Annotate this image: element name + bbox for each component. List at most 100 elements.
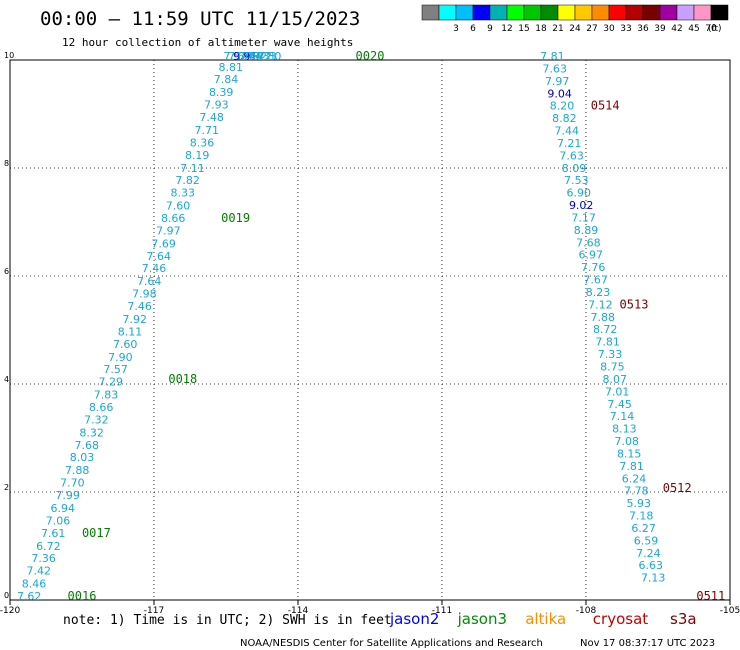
data-point-label: 7.08 (615, 435, 640, 448)
pass-time-annotation: 0018 (168, 372, 197, 386)
legend-swatch (540, 4, 559, 21)
data-point-label: 8.15 (617, 447, 642, 460)
legend-label: 36 (637, 24, 649, 34)
legend-label: 12 (501, 24, 512, 34)
pass-time-annotation: 0512 (663, 481, 692, 495)
data-point-label: 6.27 (631, 522, 656, 535)
legend-label: 15 (518, 24, 529, 34)
data-point-label: 8.03 (70, 451, 95, 464)
legend-swatch (523, 4, 542, 21)
data-point-label: 7.84 (214, 73, 239, 86)
y-tick-label: 10 (4, 51, 14, 60)
pass-time-annotation: 0513 (620, 297, 649, 311)
satellite-name: s3a (670, 610, 697, 628)
data-point-label: 8.33 (252, 50, 277, 63)
data-point-label: 7.52 (223, 50, 248, 63)
data-point-label: 7.64 (137, 275, 162, 288)
legend-label: 45 (688, 24, 699, 34)
data-point-label: 7.32 (84, 413, 109, 426)
y-tick-label: 0 (4, 591, 9, 600)
data-point-label: 7.01 (605, 385, 630, 398)
data-point-label: 7.46 (127, 300, 152, 313)
y-tick-label: 6 (4, 267, 9, 276)
data-point-label: 8.66 (89, 401, 114, 414)
legend-label: 27 (586, 24, 597, 34)
data-point-label: 8.66 (161, 212, 186, 225)
data-point-label: 7.62 (17, 590, 42, 603)
data-point-label: 8.46 (22, 578, 47, 591)
data-point-label: 7.44 (555, 125, 580, 138)
data-point-label: 8.32 (79, 426, 104, 439)
satellite-name: jason3 (457, 610, 507, 628)
data-point-label: 8.39 (209, 86, 234, 99)
data-point-label: 7.06 (46, 514, 71, 527)
satellite-legend: jason2 jason3 altika cryosat s3a (389, 610, 697, 628)
satellite-name: jason2 (389, 610, 439, 628)
legend-swatch (591, 4, 610, 21)
x-tick-label: -114 (288, 606, 309, 616)
legend-swatch (608, 4, 627, 21)
data-point-label: 7.12 (588, 298, 613, 311)
data-point-label: 8.33 (171, 187, 196, 200)
pass-time-annotation: 0020 (356, 49, 385, 63)
legend-swatch (676, 4, 695, 21)
data-point-label: 7.67 (583, 274, 608, 287)
data-point-label: 8.19 (185, 149, 210, 162)
data-point-label: 8.36 (190, 136, 215, 149)
data-point-label: 7.97 (156, 224, 181, 237)
data-point-label: 7.13 (641, 572, 666, 585)
data-point-label: 7.48 (199, 111, 224, 124)
data-point-label: 7.21 (557, 137, 582, 150)
data-point-label: 7.61 (41, 527, 66, 540)
data-point-label: 6.24 (622, 472, 647, 485)
satellite-name: cryosat (593, 610, 648, 628)
chart-subtitle: 12 hour collection of altimeter wave hei… (62, 36, 353, 49)
legend-swatch (557, 4, 576, 21)
data-point-label: 7.81 (540, 50, 565, 63)
data-point-label: 7.88 (591, 311, 616, 324)
data-point-label: 7.60 (166, 200, 191, 213)
data-point-label: 8.82 (552, 112, 577, 125)
legend-label: 21 (552, 24, 563, 34)
data-point-label: 7.11 (180, 162, 205, 175)
data-point-label: 8.75 (600, 361, 625, 374)
data-point-label: 7.92 (243, 50, 268, 63)
data-point-label: 7.53 (564, 174, 589, 187)
data-point-label: 7.68 (576, 236, 601, 249)
pass-time-annotation: 0511 (696, 589, 725, 603)
x-tick-label: -105 (720, 606, 740, 616)
pass-time-annotation: 0514 (591, 99, 620, 113)
data-point-label: 8.11 (118, 325, 143, 338)
plot-frame (9, 59, 731, 601)
data-point-label: 6.97 (579, 249, 604, 262)
data-point-label: 8.20 (550, 100, 575, 113)
data-point-label: 6.44 (238, 50, 263, 63)
data-point-label: 5.93 (627, 497, 652, 510)
data-point-label: 7.64 (147, 250, 172, 263)
x-tick-label: -120 (0, 606, 20, 616)
legend-swatch (693, 4, 712, 21)
data-point-label: 7.60 (113, 338, 138, 351)
data-point-label: 7.63 (559, 149, 584, 162)
data-point-label: 7.46 (142, 262, 167, 275)
legend-swatch (574, 4, 593, 21)
data-point-label: 7.33 (598, 348, 623, 361)
y-tick-label: 4 (4, 375, 9, 384)
data-point-label: 7.45 (607, 398, 632, 411)
legend-label: 33 (620, 24, 631, 34)
data-point-label: 7.81 (595, 336, 620, 349)
data-point-label: 7.69 (151, 237, 176, 250)
data-point-label: 8.81 (219, 61, 244, 74)
generated-timestamp: Nov 17 08:37:17 UTC 2023 (580, 638, 715, 649)
footer: note: 1) Time is in UTC; 2) SWH is in fe… (63, 610, 715, 649)
x-tick-label: -108 (576, 606, 597, 616)
legend-swatch (506, 4, 525, 21)
data-point-label: 7.83 (94, 389, 119, 402)
data-point-label: 7.99 (55, 489, 80, 502)
data-point-label: 7.92 (123, 313, 148, 326)
data-point-label: 7.93 (204, 99, 229, 112)
data-point-label: 7.14 (610, 410, 635, 423)
legend-swatch (489, 4, 508, 21)
data-point-label: 8.13 (612, 423, 637, 436)
